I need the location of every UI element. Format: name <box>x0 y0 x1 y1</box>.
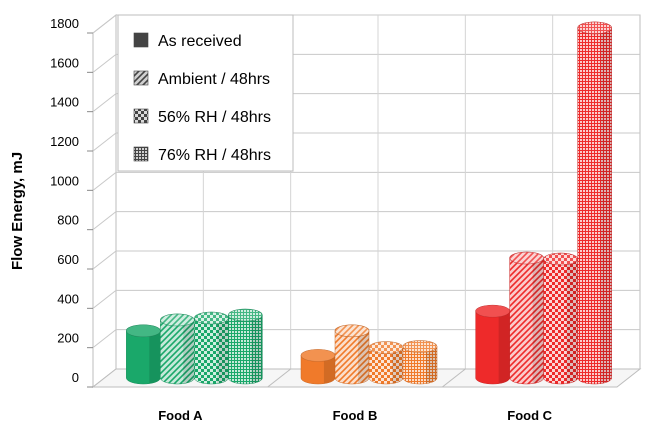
x-tick-label-food-b: Food B <box>333 408 378 423</box>
legend-label-76-rh-48hrs: 76% RH / 48hrs <box>158 147 271 164</box>
bar-top-highlight <box>369 341 403 354</box>
bar-top-highlight <box>403 340 437 353</box>
bar-food-a-56-rh-48hrs <box>194 311 229 385</box>
y-tick-label: 600 <box>57 252 79 267</box>
bar-shade <box>600 27 612 384</box>
bar-food-c-56-rh-48hrs <box>543 252 578 385</box>
x-tick-label-food-c: Food C <box>507 408 552 423</box>
bar-top-highlight <box>301 349 335 362</box>
bar-food-a-as-received <box>126 324 161 385</box>
bar-top-highlight <box>335 324 369 337</box>
bar-food-c-76-rh-48hrs <box>577 21 612 385</box>
bar-shade <box>566 259 578 384</box>
floor-divider <box>267 368 291 388</box>
legend-swatch-ambient-48hrs <box>133 70 149 86</box>
gridline-side-1000 <box>92 171 117 191</box>
bar-top <box>228 308 263 322</box>
bar-top-highlight <box>543 253 578 266</box>
y-tick-label: 200 <box>57 331 79 346</box>
bar-food-a-ambient-48hrs <box>160 313 195 385</box>
bar-top-highlight <box>194 312 229 325</box>
bar-food-c-as-received <box>475 304 510 385</box>
bar-shade <box>217 318 229 384</box>
legend-label-ambient-48hrs: Ambient / 48hrs <box>158 71 270 88</box>
gridline-side-200 <box>92 329 117 349</box>
bar-top-highlight <box>160 313 195 326</box>
bar-body <box>228 314 263 385</box>
bar-food-b-ambient-48hrs <box>334 324 370 385</box>
y-tick-label: 1000 <box>50 173 79 188</box>
bar-food-b-56-rh-48hrs <box>368 341 404 385</box>
bar-shade <box>149 330 161 384</box>
y-tick-label: 1600 <box>50 55 79 70</box>
bar-top <box>402 340 438 353</box>
bar-food-c-ambient-48hrs <box>509 251 544 385</box>
legend-label-56-rh-48hrs: 56% RH / 48hrs <box>158 109 271 126</box>
y-tick-label: 1400 <box>50 95 79 110</box>
bar-shade <box>357 330 369 384</box>
y-tick-label: 0 <box>72 370 79 385</box>
bar-shade <box>532 258 544 384</box>
gridline-side-600 <box>92 250 117 270</box>
legend-label-as-received: As received <box>158 33 242 50</box>
legend-swatch-as-received <box>133 32 149 48</box>
chart-axes: 0 200 400 600 800 1000 1200 1400 1600 1800 Flow En… <box>9 16 553 423</box>
chart-bars <box>126 21 612 385</box>
bar-top <box>334 324 370 338</box>
gridline-side-400 <box>92 289 117 309</box>
gridline-side-1600 <box>92 53 117 73</box>
bar-top-highlight <box>509 252 544 265</box>
bar-body <box>577 27 612 385</box>
legend-swatch-76-rh-48hrs <box>133 146 149 162</box>
floor-divider <box>442 368 466 388</box>
bar-shade <box>251 315 263 384</box>
bar-food-b-as-received <box>300 349 336 385</box>
bar-food-a-76-rh-48hrs <box>228 308 263 385</box>
y-tick-label: 400 <box>57 291 79 306</box>
bar-shade <box>183 319 195 384</box>
bar-food-b-76-rh-48hrs <box>402 340 438 385</box>
y-tick-label: 1200 <box>50 134 79 149</box>
bar-top-highlight <box>577 21 612 34</box>
bar-shade <box>498 311 510 384</box>
bar-top-highlight <box>126 324 161 337</box>
y-axis-label: Flow Energy, mJ <box>9 152 26 270</box>
bar-body <box>402 346 438 385</box>
bar-shade <box>425 346 437 384</box>
bar-top-highlight <box>228 309 263 322</box>
gridline-side-1200 <box>92 132 117 152</box>
bar-shade <box>391 347 403 384</box>
bar-top <box>577 21 612 35</box>
gridline-side-1800 <box>92 14 117 34</box>
gridline-side-1400 <box>92 93 117 113</box>
gridline-side-800 <box>92 211 117 231</box>
bar-top-highlight <box>475 305 510 318</box>
x-tick-label-food-a: Food A <box>158 408 203 423</box>
bar-shade <box>323 355 335 384</box>
chart-side-wall <box>92 13 117 389</box>
y-tick-label: 1800 <box>50 16 79 31</box>
chart-legend: As received Ambient / 48hrs 56% RH / 48hrs… <box>117 14 294 172</box>
legend-swatch-56-rh-48hrs <box>133 108 149 124</box>
y-tick-label: 800 <box>57 213 79 228</box>
